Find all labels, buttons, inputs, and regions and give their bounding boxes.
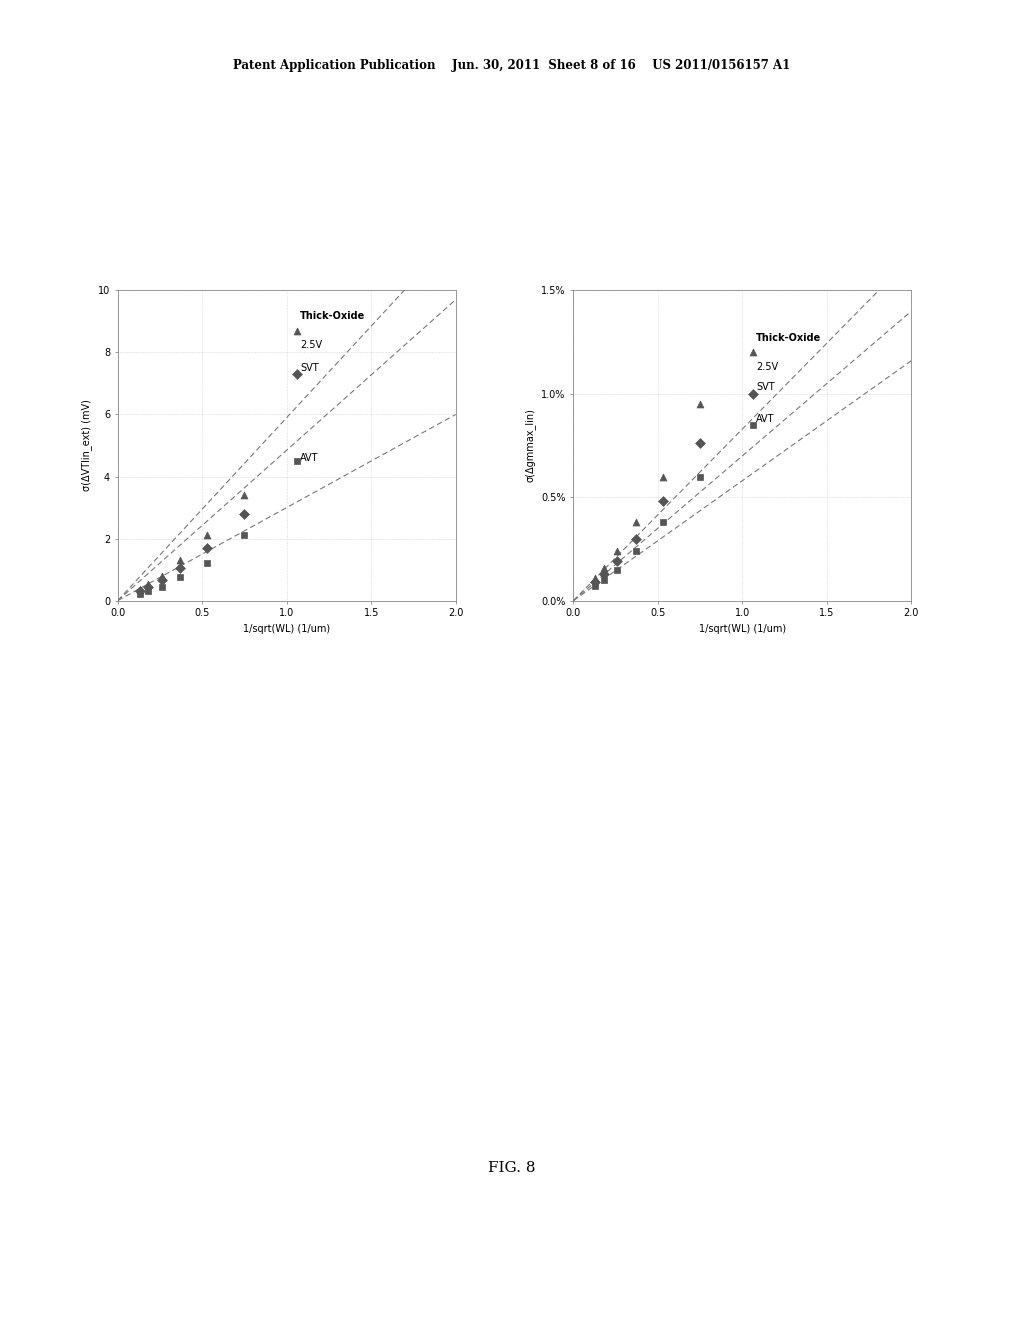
- Point: [140, 577, 157, 598]
- Point: [154, 565, 170, 586]
- Point: [199, 553, 215, 574]
- Point: [596, 557, 612, 578]
- Point: [131, 581, 147, 602]
- Point: [199, 537, 215, 558]
- Text: Patent Application Publication    Jun. 30, 2011  Sheet 8 of 16    US 2011/015615: Patent Application Publication Jun. 30, …: [233, 59, 791, 73]
- Point: [289, 321, 305, 342]
- Point: [628, 528, 644, 549]
- Point: [609, 550, 626, 572]
- Point: [596, 564, 612, 585]
- Point: [587, 576, 603, 597]
- Point: [628, 540, 644, 561]
- Point: [654, 511, 671, 532]
- Text: FIG. 8: FIG. 8: [488, 1162, 536, 1175]
- Text: SVT: SVT: [756, 381, 774, 392]
- Point: [744, 342, 761, 363]
- Text: AVT: AVT: [300, 453, 318, 463]
- Text: AVT: AVT: [756, 413, 774, 424]
- Point: [154, 576, 170, 597]
- Text: Thick-Oxide: Thick-Oxide: [300, 312, 366, 321]
- Text: 2.5V: 2.5V: [300, 341, 323, 350]
- Point: [609, 560, 626, 581]
- Point: [692, 466, 709, 487]
- Point: [289, 450, 305, 471]
- Point: [131, 583, 147, 605]
- Point: [692, 433, 709, 454]
- Y-axis label: σ(ΔVTlin_ext) (mV): σ(ΔVTlin_ext) (mV): [82, 400, 92, 491]
- Point: [654, 491, 671, 512]
- Point: [744, 414, 761, 436]
- Point: [628, 511, 644, 532]
- Point: [237, 525, 253, 546]
- Point: [587, 572, 603, 593]
- Point: [609, 540, 626, 561]
- Point: [154, 570, 170, 591]
- Point: [289, 363, 305, 384]
- Point: [744, 383, 761, 404]
- X-axis label: 1/sqrt(WL) (1/um): 1/sqrt(WL) (1/um): [243, 624, 331, 634]
- Point: [172, 557, 188, 578]
- Point: [172, 566, 188, 587]
- Text: SVT: SVT: [300, 363, 318, 374]
- Text: Thick-Oxide: Thick-Oxide: [756, 333, 821, 343]
- Point: [596, 569, 612, 590]
- Y-axis label: σ(Δgmmax_lin): σ(Δgmmax_lin): [525, 409, 536, 482]
- Point: [199, 525, 215, 546]
- Text: 2.5V: 2.5V: [756, 362, 778, 372]
- Point: [654, 466, 671, 487]
- X-axis label: 1/sqrt(WL) (1/um): 1/sqrt(WL) (1/um): [698, 624, 786, 634]
- Point: [237, 503, 253, 524]
- Point: [140, 574, 157, 595]
- Point: [140, 581, 157, 602]
- Point: [587, 568, 603, 589]
- Point: [131, 579, 147, 601]
- Point: [172, 549, 188, 570]
- Point: [692, 393, 709, 414]
- Point: [237, 484, 253, 506]
